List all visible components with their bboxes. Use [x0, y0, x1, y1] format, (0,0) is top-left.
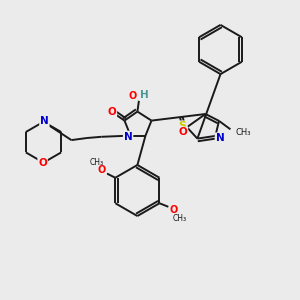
Text: O: O	[128, 91, 136, 101]
Text: N: N	[40, 116, 49, 126]
Text: S: S	[179, 121, 187, 131]
Text: CH₃: CH₃	[236, 128, 251, 137]
Text: O: O	[178, 127, 188, 137]
Text: N: N	[215, 133, 224, 143]
Text: CH₃: CH₃	[172, 214, 187, 223]
Text: CH₃: CH₃	[90, 158, 104, 167]
Text: N: N	[124, 131, 133, 142]
Text: O: O	[107, 106, 116, 117]
Text: O: O	[38, 158, 47, 168]
Text: O: O	[98, 165, 106, 175]
Text: H: H	[140, 90, 149, 100]
Text: O: O	[169, 206, 178, 215]
